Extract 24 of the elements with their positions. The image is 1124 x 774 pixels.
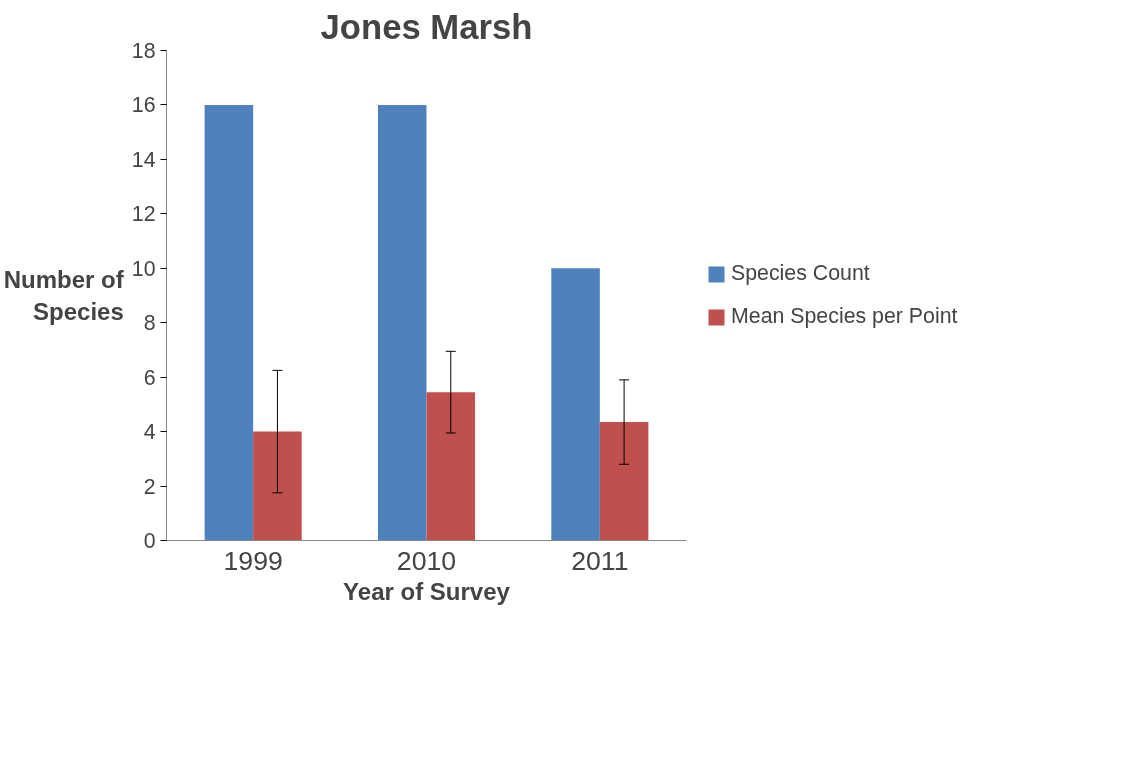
y-tick-label: 14 — [131, 147, 156, 172]
y-tick-label: 4 — [143, 420, 156, 445]
y-axis-title: Number of Species — [3, 265, 125, 326]
bar — [253, 431, 302, 541]
y-tick-label: 0 — [143, 529, 156, 553]
bar — [204, 104, 254, 541]
y-tick-label: 8 — [143, 311, 156, 336]
y-tick-label: 16 — [131, 93, 156, 118]
chart-title: Jones Marsh — [320, 7, 533, 46]
y-tick-label: 6 — [143, 365, 156, 390]
y-tick-label: 10 — [131, 256, 156, 281]
bar — [551, 268, 600, 541]
x-axis-title: Year of Survey — [343, 577, 511, 605]
x-tick-label: 2011 — [571, 545, 629, 576]
bar — [599, 422, 649, 541]
bar — [426, 392, 476, 541]
bar — [377, 104, 427, 541]
y-tick-label: 12 — [131, 202, 156, 227]
legend-label: Species Count — [731, 261, 870, 286]
y-tick-label: 2 — [143, 474, 156, 499]
legend-label: Mean Species per Point — [731, 304, 958, 329]
x-tick-label: 2010 — [396, 545, 457, 576]
x-tick-label: 1999 — [223, 545, 283, 576]
y-tick-label: 18 — [131, 39, 156, 63]
